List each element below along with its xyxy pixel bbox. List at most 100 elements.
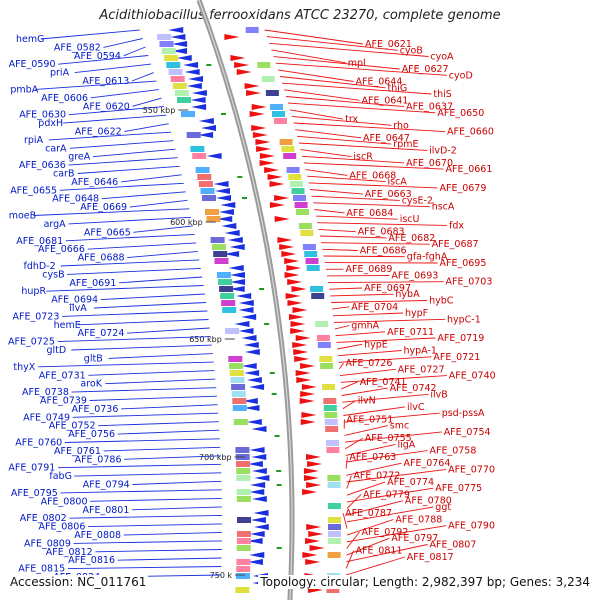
label-connector <box>315 215 398 220</box>
gene-label: AFE_0736 <box>72 404 119 415</box>
cog-color-track <box>157 27 341 593</box>
label-connector <box>103 38 143 48</box>
forward-cds-arrow <box>274 195 290 201</box>
gene-label: AFE_0741 <box>360 377 407 388</box>
gene-label: AFE_0817 <box>407 552 454 563</box>
label-connector <box>89 395 217 401</box>
gene-label: AFE_0786 <box>75 454 122 465</box>
gene-label: cyoB <box>400 45 423 56</box>
label-connector <box>63 114 167 124</box>
rna-mark <box>276 470 282 472</box>
label-connector <box>346 481 386 496</box>
label-connector <box>94 302 207 309</box>
gene-label: AFE_0703 <box>446 277 493 288</box>
reverse-cds-arrow <box>251 454 267 460</box>
label-connector <box>105 378 216 385</box>
label-connector <box>318 228 356 233</box>
gene-label: moeB <box>9 211 36 222</box>
gene-label: argA <box>44 219 67 230</box>
forward-cds-arrow <box>299 363 315 369</box>
cog-block <box>231 384 246 390</box>
cog-block <box>289 181 303 187</box>
reverse-cds-arrow <box>246 377 262 383</box>
gene-label: AFE_0788 <box>395 515 442 526</box>
gene-label: AFE_0670 <box>406 158 453 169</box>
label-connector <box>307 175 386 183</box>
reverse-cds-arrow <box>186 83 202 89</box>
reverse-cds-arrow <box>241 363 257 369</box>
cog-block <box>237 517 251 523</box>
gene-label: hscA <box>432 202 455 213</box>
gene-label: AFE_0792 <box>362 527 409 538</box>
cog-block <box>236 468 251 474</box>
gene-label: AFE_0606 <box>41 93 88 104</box>
reverse-cds-arrow <box>249 384 265 390</box>
forward-cds-arrow <box>306 454 322 460</box>
gene-label: AFE_0622 <box>75 127 122 138</box>
label-connector <box>100 293 205 301</box>
label-connector <box>78 319 209 326</box>
gene-label: AFE_0594 <box>74 51 121 62</box>
cog-block <box>236 475 251 481</box>
gene-label: AFE_0683 <box>358 227 405 238</box>
label-connector <box>338 356 432 363</box>
rna-mark <box>276 484 282 486</box>
gene-label: AFE_0723 <box>13 311 60 322</box>
gene-label: AFE_0808 <box>74 530 121 541</box>
reverse-cds-arrow <box>247 559 263 565</box>
label-connector <box>132 97 162 107</box>
gene-label: AFE_0742 <box>390 383 437 394</box>
gene-label: AFE_0738 <box>22 387 69 398</box>
forward-cds-arrow <box>287 300 303 306</box>
forward-strand-cds-track <box>224 34 325 593</box>
label-connector <box>57 336 211 343</box>
gene-label: thiG <box>388 83 408 94</box>
label-connector <box>291 115 392 126</box>
label-connector <box>59 182 184 191</box>
gene-label: carA <box>45 143 67 154</box>
label-connector <box>69 514 223 519</box>
cog-block <box>216 272 231 278</box>
cog-block <box>231 391 246 397</box>
gene-label: AFE_0816 <box>68 555 115 566</box>
label-connector <box>131 72 154 82</box>
gene-label: priA <box>50 68 70 79</box>
gene-label: AFE_0802 <box>20 513 67 524</box>
reverse-cds-arrow <box>244 349 260 355</box>
reverse-cds-arrow <box>229 272 245 278</box>
forward-cds-arrow <box>256 146 272 152</box>
gene-label: AFE_0679 <box>440 183 487 194</box>
rna-mark <box>221 113 226 115</box>
gene-label: AFE_0630 <box>19 110 66 121</box>
gene-label: iscA <box>388 177 408 188</box>
reverse-cds-arrow <box>246 419 262 425</box>
forward-cds-arrow <box>236 69 252 75</box>
label-connector <box>285 96 405 108</box>
reverse-cds-arrow <box>176 55 192 61</box>
forward-cds-arrow <box>303 475 319 481</box>
cog-block <box>283 153 297 159</box>
reverse-cds-arrow <box>214 188 230 194</box>
label-connector <box>117 557 222 561</box>
gene-label: AFE_0697 <box>364 283 411 294</box>
gene-label: AFE_0787 <box>345 508 392 519</box>
label-connector <box>334 325 350 330</box>
gene-label: AFE_0665 <box>84 227 131 238</box>
label-connector <box>335 331 386 337</box>
label-connector <box>57 463 222 469</box>
label-connector <box>336 337 436 343</box>
forward-cds-arrow <box>296 377 312 383</box>
gene-label: gfa-fghA <box>407 252 448 263</box>
forward-cds-arrow <box>252 132 268 138</box>
rna-mark <box>242 197 247 199</box>
forward-cds-arrow <box>290 321 306 327</box>
cog-block <box>286 167 300 173</box>
gene-label: smc <box>390 421 409 432</box>
cog-block <box>272 111 285 117</box>
cog-block <box>310 286 324 292</box>
forward-cds-arrow <box>281 251 297 257</box>
cog-block <box>174 90 189 96</box>
reverse-cds-arrow <box>170 34 186 40</box>
gene-label: AFE_0655 <box>10 185 57 196</box>
